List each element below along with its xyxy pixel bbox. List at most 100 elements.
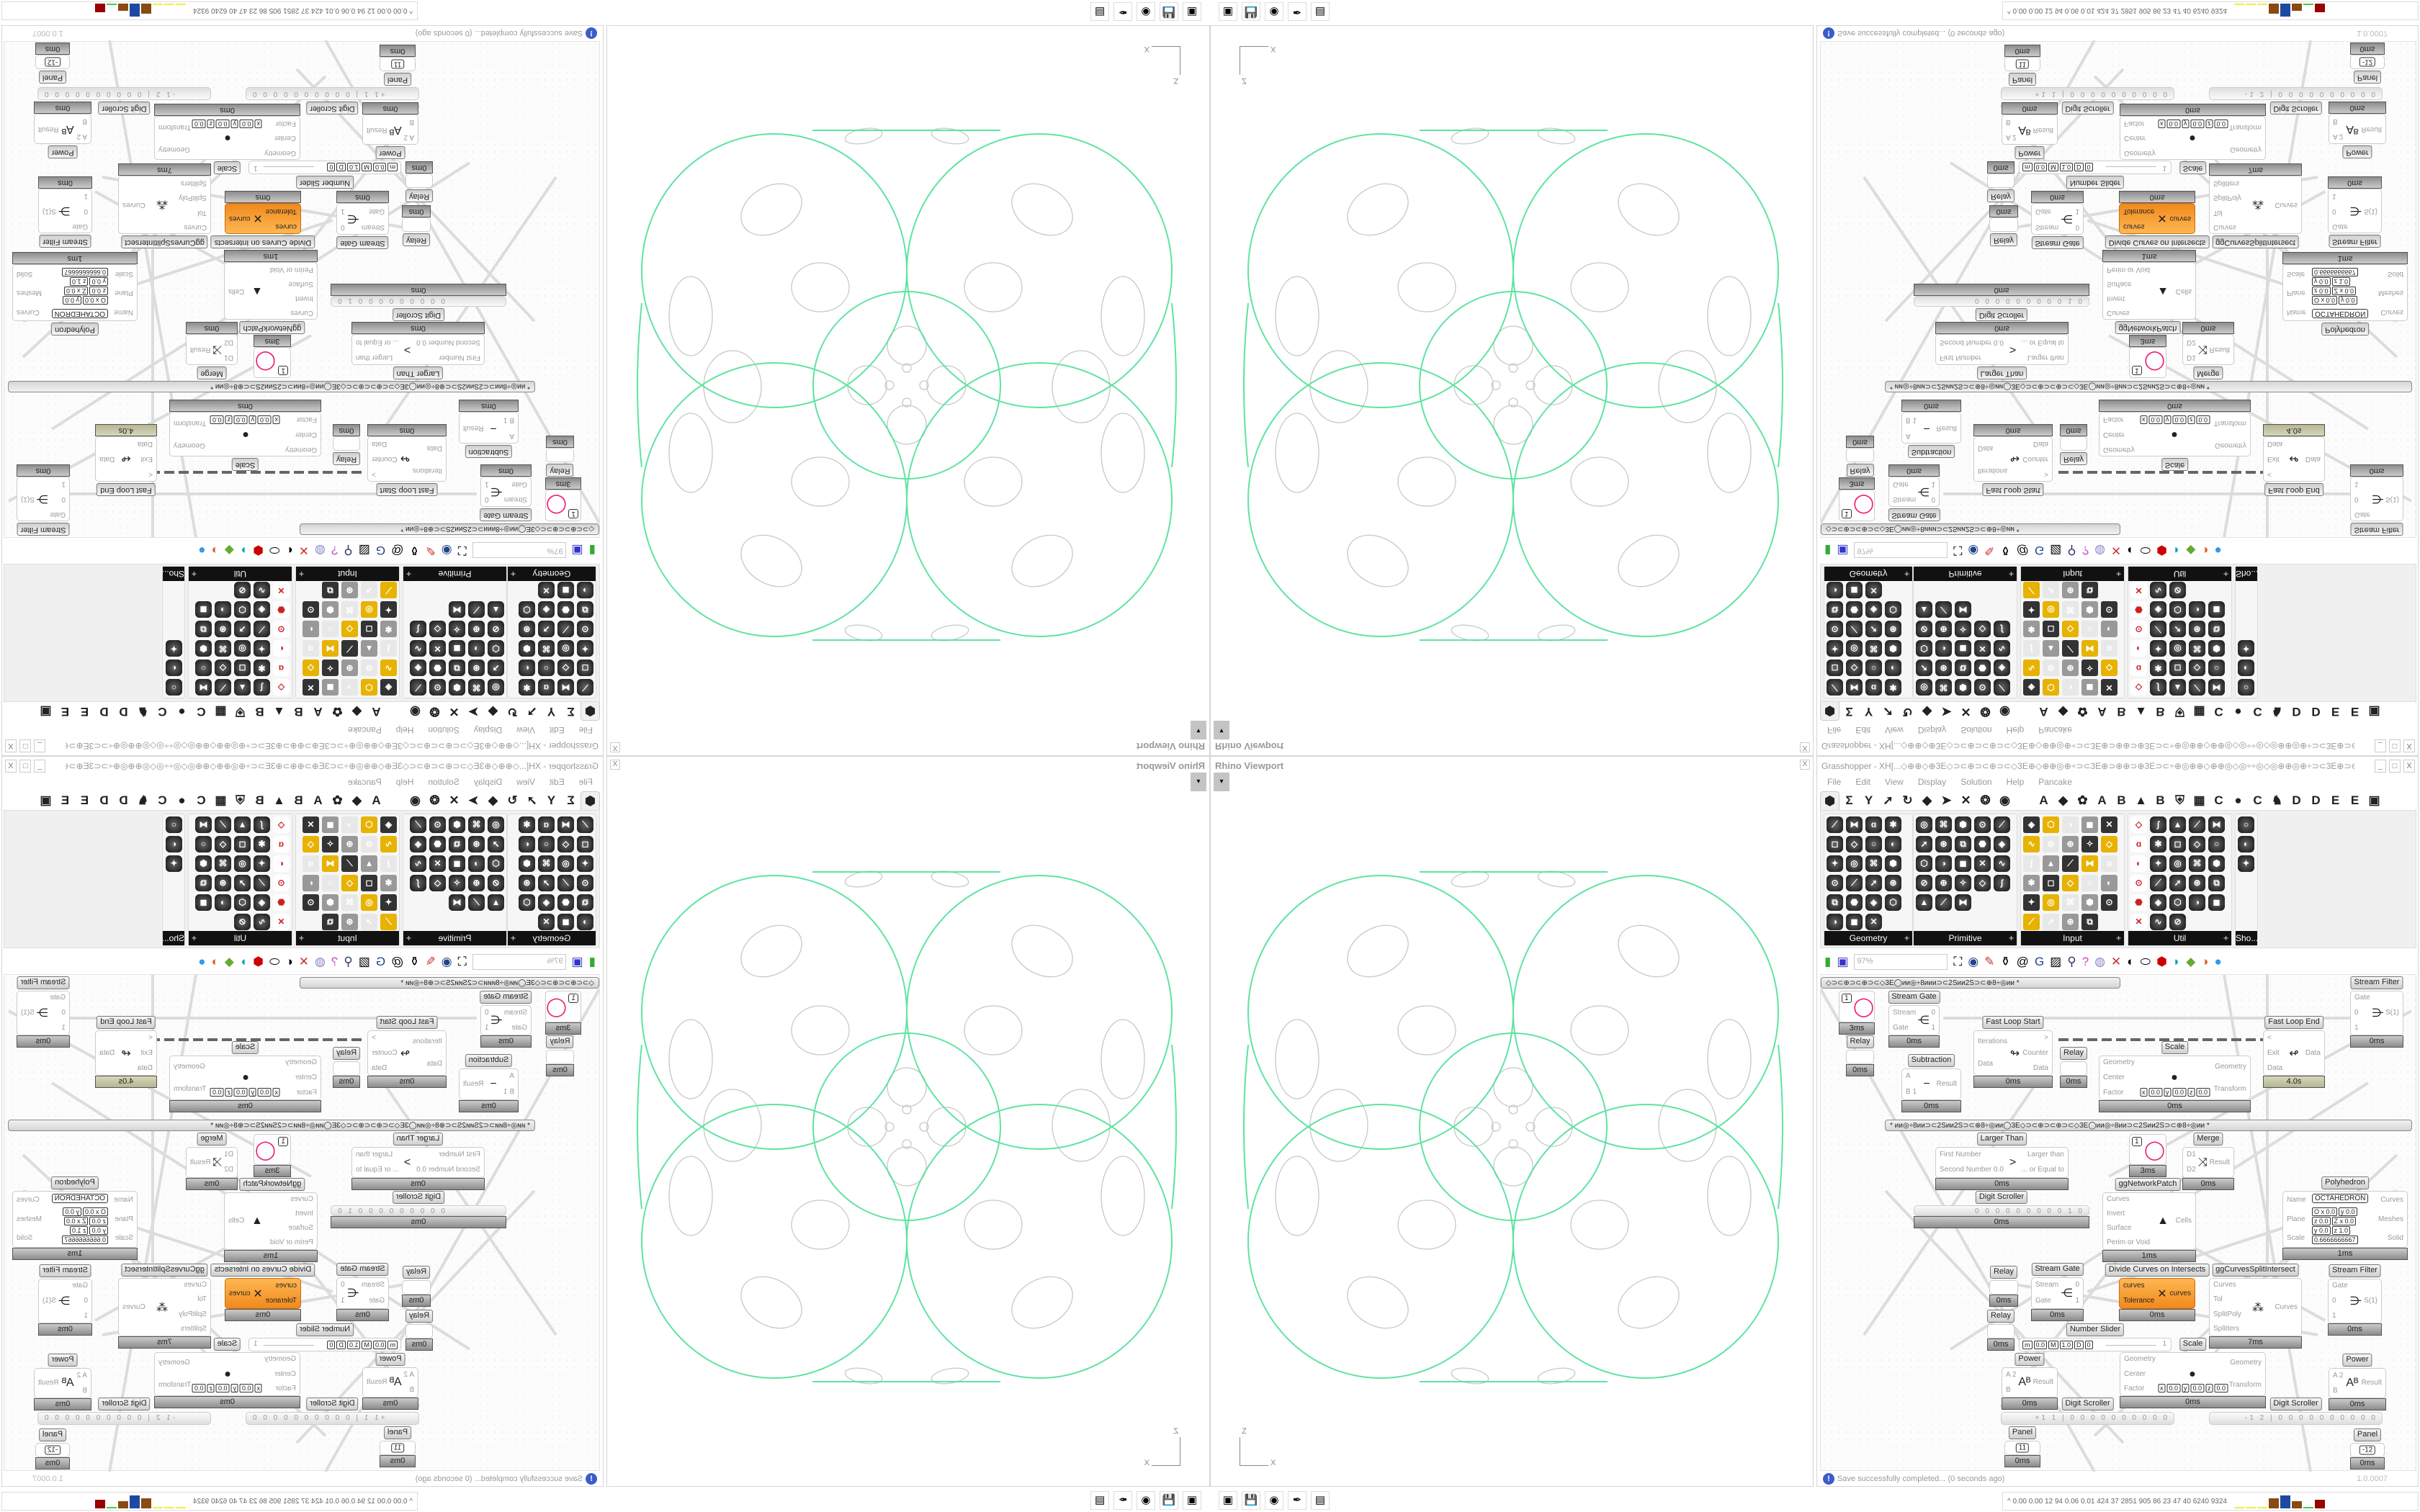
field-value[interactable]: 0.0 — [372, 163, 387, 171]
output-param[interactable]: S(1) — [2364, 207, 2378, 215]
output-param[interactable]: Result — [463, 1080, 484, 1088]
output-param[interactable]: Geometry — [174, 1062, 205, 1071]
slider-track[interactable] — [2106, 166, 2156, 167]
component-icon[interactable]: ✱ — [2023, 621, 2040, 637]
component-icon[interactable]: ⬢ — [449, 816, 465, 833]
component-icon[interactable]: ✧ — [1955, 621, 1971, 637]
stream-filter-component[interactable]: Gate 0 1 S(1) ⋺ — [17, 991, 70, 1035]
output-param[interactable]: Counter — [2022, 1048, 2048, 1057]
component-icon[interactable]: ⧓ — [557, 679, 574, 696]
digit-scroller-label[interactable]: Digit Scroller — [306, 1398, 359, 1410]
input-param[interactable]: Gate — [2354, 510, 2370, 518]
component-icon[interactable]: ◼ — [2208, 894, 2225, 911]
input-param[interactable]: Stream — [503, 1008, 527, 1017]
component-icon[interactable]: ⊘ — [234, 582, 251, 598]
component-icon[interactable]: ⧉ — [449, 836, 465, 852]
component-icon[interactable]: ⟋ — [2062, 640, 2079, 657]
field-value[interactable]: 0.0 — [2190, 1384, 2205, 1392]
stream-gate-component[interactable]: Stream Gate 0 1 ⋲ — [1888, 1005, 1940, 1035]
component-icon[interactable]: ○ — [538, 660, 555, 676]
panel-component[interactable]: 11 — [380, 57, 416, 71]
output-param[interactable]: Solid — [17, 1233, 33, 1242]
component-icon[interactable]: ○ — [2081, 621, 2098, 637]
component-icon[interactable]: ◑ — [1827, 914, 1843, 930]
surface-icon[interactable]: ◗ — [2172, 955, 2181, 968]
component-icon[interactable]: ⟋ — [2189, 816, 2205, 833]
input-param[interactable]: 0 — [2354, 1009, 2359, 1017]
polyhedron-component[interactable]: Name Plane Scale Curves Meshes Solid OCTAHEDRO… — [2282, 264, 2408, 321]
component-icon[interactable]: ⬢ — [1955, 816, 1971, 833]
larger-than-label[interactable]: Larger Than — [393, 366, 444, 379]
component-icon[interactable]: ⊘ — [234, 914, 251, 930]
component-icon[interactable]: ✦ — [380, 894, 397, 911]
search-icon[interactable]: ⚲ — [344, 955, 353, 968]
output-param[interactable]: 0 — [2075, 1281, 2079, 1289]
input-param[interactable]: Geometry — [264, 1355, 296, 1364]
relay-component[interactable] — [546, 1050, 574, 1064]
component-icon[interactable]: ⌘ — [1865, 640, 1882, 657]
relay-label[interactable]: Relay — [2059, 1047, 2088, 1060]
component-icon[interactable]: ◈ — [254, 601, 270, 618]
output-param[interactable]: Transform — [2213, 419, 2246, 428]
digit-scroller-digits[interactable]: -1 2 | 0 0 0 0 0 0 0 0 0 0 — [42, 1414, 176, 1422]
component-icon[interactable]: ✕ — [429, 640, 446, 657]
divide-curves-on-intersects-component[interactable]: curves Tolerance curves ✕ — [225, 203, 301, 234]
tab-icon[interactable]: ➚ — [1883, 793, 1894, 807]
output-param[interactable]: Meshes — [2378, 289, 2403, 297]
palette-panel-label[interactable]: Geometry + — [1824, 931, 1912, 945]
output-param[interactable]: Transform — [2228, 123, 2262, 132]
component-icon[interactable]: ◇ — [1846, 660, 1863, 676]
input-param[interactable]: Stream — [1893, 495, 1917, 504]
palette-panel-name[interactable]: Input — [338, 569, 357, 579]
relay-component[interactable] — [1987, 174, 2015, 188]
panel-label[interactable]: Panel — [38, 1428, 67, 1441]
input-param[interactable]: Perim or Void — [2107, 1238, 2151, 1246]
maximize-button[interactable]: □ — [19, 739, 31, 752]
digit-scroller-digits[interactable]: +1 1 | 0 0 0 0 0 0 0 0 0 0 — [2035, 1414, 2169, 1422]
component-icon[interactable]: ⬡ — [488, 640, 504, 657]
relay-label[interactable]: Relay — [405, 189, 434, 202]
menu-help[interactable]: Help — [395, 777, 414, 787]
relay-component[interactable] — [405, 174, 433, 188]
input-param[interactable]: A — [1906, 1072, 1911, 1080]
field-value[interactable]: x — [254, 1384, 263, 1392]
input-param[interactable]: A 2 — [2333, 132, 2344, 141]
input-param[interactable]: Scale — [115, 270, 133, 279]
component-icon[interactable]: ⌘ — [538, 640, 555, 657]
field-value[interactable]: y 0.0 — [2339, 296, 2357, 305]
output-param[interactable]: 0 — [1931, 495, 1935, 504]
tab-icon[interactable]: ✿ — [332, 793, 343, 807]
panel-label[interactable]: Panel — [383, 1426, 412, 1439]
component-icon[interactable]: ⬢ — [2208, 640, 2225, 657]
input-param[interactable]: Splitters — [180, 179, 207, 188]
output-param[interactable]: Cells — [2175, 1217, 2192, 1225]
component-icon[interactable]: ⊘ — [361, 660, 377, 676]
output-param[interactable]: Transform — [158, 123, 192, 132]
image-icon[interactable]: ▨ — [358, 544, 370, 557]
tab-icon[interactable]: C — [197, 705, 206, 719]
calculator-icon[interactable]: ▤ — [1311, 2, 1330, 21]
component-icon[interactable]: ⊙ — [2101, 601, 2118, 618]
output-param[interactable]: Geometry — [2215, 1062, 2246, 1071]
merge-component[interactable]: D1 D2 Result ⤨ — [186, 334, 238, 365]
output-param[interactable]: 1 — [1931, 480, 1935, 489]
component-icon[interactable]: ⬡ — [2043, 816, 2059, 833]
component-icon[interactable]: ⟋ — [577, 679, 593, 696]
output-param[interactable]: Result — [190, 1158, 211, 1166]
field-value[interactable]: 0.0 — [240, 120, 254, 128]
field-value[interactable]: 0.6666666667 — [2312, 268, 2358, 276]
input-param[interactable]: D2 — [224, 338, 233, 346]
input-param[interactable]: A 2 — [76, 1371, 87, 1380]
digit-scroller-label[interactable]: Digit Scroller — [2061, 102, 2114, 114]
larger-than-component[interactable]: First Number Second Number 0.0 Larger than… — [351, 334, 485, 365]
component-icon[interactable]: ◇ — [273, 816, 290, 833]
image-icon[interactable]: ▨ — [358, 955, 370, 968]
output-param[interactable]: 1 — [485, 480, 489, 489]
input-param[interactable]: Geometry — [2124, 1355, 2156, 1364]
input-param[interactable]: B 1 — [503, 1088, 514, 1096]
output-param[interactable]: Transform — [2213, 1084, 2246, 1093]
component-icon[interactable]: ◼ — [557, 914, 574, 930]
ggnetworkpatch-label[interactable]: ggNetworkPatch — [2115, 321, 2181, 334]
component-icon[interactable]: ◑ — [341, 816, 358, 833]
inkscape-icon[interactable]: ✒ — [1288, 1491, 1307, 1510]
